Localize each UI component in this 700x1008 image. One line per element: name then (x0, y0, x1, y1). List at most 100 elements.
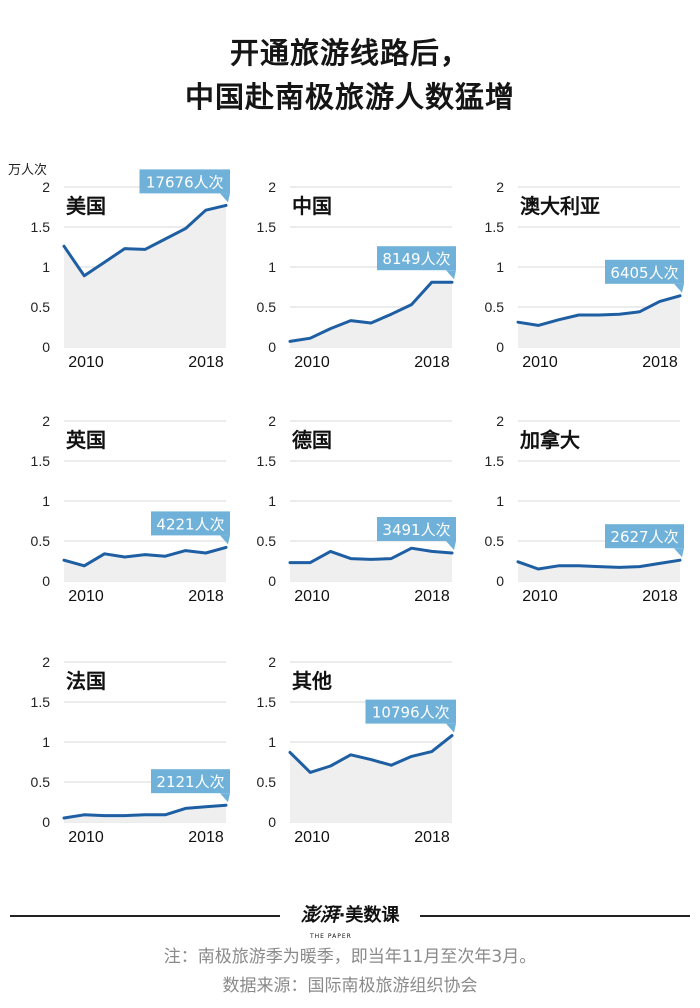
chart-panel: 0 0.5 1 1.5 2 2010 2018 澳大利亚 6405人次 (485, 179, 684, 371)
callout-box (365, 699, 456, 724)
callout-box (605, 259, 684, 284)
area-fill (64, 205, 226, 347)
y-unit-label: 万人次 (8, 162, 47, 178)
callout-pointer (446, 541, 456, 550)
y-tick-label: 0 (268, 814, 276, 830)
series-line (288, 734, 454, 774)
callout-pointer (446, 270, 456, 280)
y-tick-label: 1.5 (257, 219, 277, 235)
callout-label: 10796人次 (372, 704, 450, 722)
x-tick-label: 2010 (522, 354, 558, 371)
callout-pointer (220, 535, 230, 545)
panel-title: 德国 (292, 428, 332, 452)
logo-subtitle: THE PAPER (310, 933, 352, 940)
y-tick-label: 0 (42, 339, 50, 355)
y-tick-label: 1.5 (257, 694, 277, 710)
area-fill (290, 282, 452, 347)
logo-text: 美数课 (345, 905, 400, 926)
callout-label: 2627人次 (610, 528, 678, 546)
callout-label: 8149人次 (382, 250, 450, 268)
y-tick-label: 1 (496, 259, 504, 275)
series-line (62, 545, 228, 568)
area-fill (290, 735, 452, 822)
y-tick-label: 0 (268, 573, 276, 589)
y-tick-label: 2 (42, 654, 50, 670)
y-tick-label: 0.5 (485, 533, 505, 549)
series-line (288, 280, 454, 343)
callout-pointer (220, 193, 230, 203)
panel-title: 英国 (66, 428, 106, 452)
x-tick-label: 2010 (68, 354, 104, 371)
series-line (516, 558, 682, 571)
callout-pointer (446, 723, 456, 733)
callout-box (151, 511, 230, 536)
y-tick-label: 0.5 (257, 533, 277, 549)
area-fill (518, 560, 680, 581)
x-tick-label: 2018 (188, 354, 224, 371)
y-tick-label: 2 (268, 413, 276, 429)
chart-panel: 0 0.5 1 1.5 2 2010 2018 中国 8149人次 (257, 179, 456, 371)
callout-box (377, 246, 456, 271)
callout-box (151, 769, 230, 794)
y-tick-label: 0.5 (31, 774, 51, 790)
x-tick-label: 2018 (414, 829, 450, 846)
y-tick-label: 1 (42, 734, 50, 750)
panel-title: 其他 (292, 669, 332, 693)
area-fill (518, 295, 680, 347)
y-tick-label: 2 (42, 413, 50, 429)
y-tick-label: 0 (42, 573, 50, 589)
x-tick-label: 2010 (522, 588, 558, 605)
y-tick-label: 1 (42, 493, 50, 509)
y-tick-label: 1 (496, 493, 504, 509)
series-line (516, 294, 682, 327)
y-tick-label: 0.5 (257, 299, 277, 315)
series-line (62, 203, 228, 278)
y-tick-label: 0 (496, 339, 504, 355)
y-tick-label: 0 (496, 573, 504, 589)
area-fill (64, 547, 226, 581)
callout-pointer (674, 548, 684, 558)
chart-panel: 0 0.5 1 1.5 2 2010 2018 其他 10796人次 (257, 654, 456, 846)
callout-pointer (220, 793, 230, 803)
x-tick-label: 2010 (68, 829, 104, 846)
panel-title: 中国 (292, 194, 332, 218)
panel-title: 加拿大 (519, 428, 580, 452)
y-tick-label: 1 (268, 493, 276, 509)
y-tick-label: 0.5 (485, 299, 505, 315)
y-tick-label: 1.5 (31, 219, 51, 235)
x-tick-label: 2018 (414, 354, 450, 371)
callout-box (139, 169, 230, 194)
callout-label: 6405人次 (610, 264, 678, 282)
chart-title-line1: 开通旅游线路后， (229, 36, 470, 70)
chart-panel: 0 0.5 1 1.5 2 2010 2018 法国 2121人次 (31, 654, 230, 846)
y-tick-label: 1.5 (485, 453, 505, 469)
callout-label: 17676人次 (146, 173, 224, 191)
y-tick-label: 0 (42, 814, 50, 830)
chart-panel: 0 0.5 1 1.5 2 2010 2018 加拿大 2627人次 (485, 413, 684, 605)
logo-brand: 澎湃 (300, 904, 339, 926)
callout-box (605, 524, 684, 549)
callout-label: 3491人次 (382, 521, 450, 539)
y-tick-label: 1.5 (257, 453, 277, 469)
y-tick-label: 0.5 (31, 533, 51, 549)
y-tick-label: 2 (496, 413, 504, 429)
x-tick-label: 2010 (294, 588, 330, 605)
x-tick-label: 2018 (642, 588, 678, 605)
y-tick-label: 1.5 (31, 694, 51, 710)
y-tick-label: 1 (268, 259, 276, 275)
y-tick-label: 1.5 (31, 453, 51, 469)
y-tick-label: 2 (268, 654, 276, 670)
y-tick-label: 0 (268, 339, 276, 355)
callout-box (377, 517, 456, 541)
chart-panel: 0 0.5 1 1.5 2 2010 2018 英国 4221人次 (31, 413, 230, 605)
logo-dot: · (338, 905, 346, 926)
y-tick-label: 0.5 (257, 774, 277, 790)
footnote: 注：南极旅游季为暖季，即当年11月至次年3月。 (163, 947, 537, 967)
callout-label: 2121人次 (156, 773, 224, 791)
y-tick-label: 2 (42, 179, 50, 195)
x-tick-label: 2018 (414, 588, 450, 605)
x-tick-label: 2010 (294, 829, 330, 846)
series-line (62, 803, 228, 820)
area-fill (290, 548, 452, 581)
